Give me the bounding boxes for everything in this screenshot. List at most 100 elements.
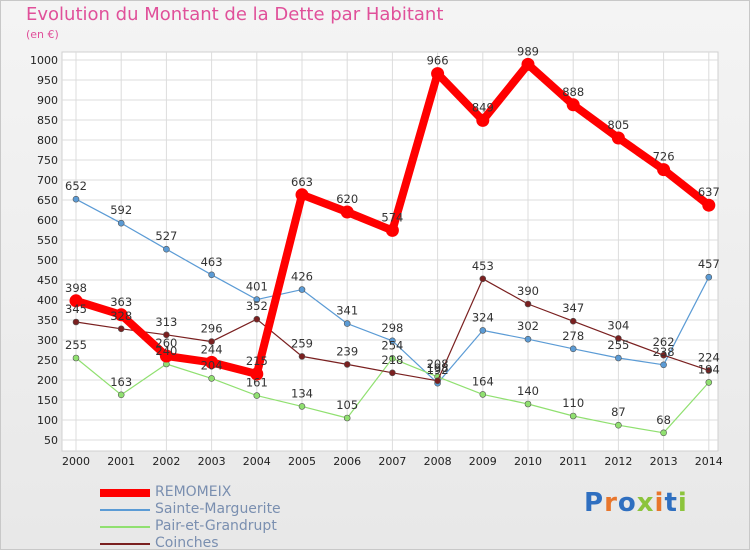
data-label: 218 [381,353,403,367]
data-point-sainte-marguerite [389,337,396,345]
data-point-sainte-marguerite [479,327,487,334]
data-point-coinches [117,325,125,333]
data-point-remomeix [385,223,399,237]
data-point-sainte-marguerite [524,335,532,343]
y-tick-label: 550 [37,234,58,247]
logo-letter: i [654,488,665,518]
data-point-pair-et-grandrupt [524,400,532,408]
data-point-sainte-marguerite [72,195,80,203]
data-label: 262 [653,335,675,349]
data-label: 341 [336,304,358,318]
chart-unit: (en €) [26,28,59,41]
data-label: 849 [472,100,494,114]
data-label: 238 [653,345,675,359]
x-tick-label: 2007 [378,455,406,468]
data-point-pair-et-grandrupt [117,391,125,399]
data-label: 989 [517,44,539,58]
data-label: 302 [517,319,539,333]
x-tick-label: 2014 [695,455,723,468]
data-point-sainte-marguerite [343,320,351,327]
data-label: 888 [562,85,584,99]
data-label: 426 [291,270,313,284]
data-point-remomeix [205,355,219,369]
data-point-remomeix [476,113,490,127]
data-point-sainte-marguerite [569,345,577,353]
data-point-coinches [298,353,306,360]
data-point-pair-et-grandrupt [343,414,351,422]
data-point-sainte-marguerite [253,296,261,303]
data-point-sainte-marguerite [705,273,713,281]
data-label: 363 [110,295,132,309]
data-label: 296 [201,322,223,336]
data-label: 726 [653,150,675,164]
logo-letter: r [604,488,618,518]
legend-swatch-pair-et-grandrupt [100,526,150,528]
x-tick-label: 2008 [424,455,452,468]
proxiti-logo: Proxiti [584,488,688,518]
data-point-sainte-marguerite [615,354,622,362]
y-tick-label: 250 [37,354,58,367]
data-label: 805 [607,118,629,132]
data-label: 328 [110,309,132,323]
data-label: 239 [336,344,358,358]
data-label: 105 [336,398,358,412]
data-point-sainte-marguerite [298,286,306,293]
data-label: 87 [611,405,626,419]
data-point-remomeix [611,131,625,145]
y-tick-label: 750 [37,154,58,167]
data-label: 110 [562,396,584,410]
data-label: 244 [201,342,223,356]
data-point-sainte-marguerite [208,271,215,279]
x-tick-label: 2004 [243,455,271,468]
y-tick-label: 450 [37,274,58,287]
data-label: 163 [110,375,132,389]
x-tick-label: 2010 [514,455,542,468]
data-label: 401 [246,280,268,294]
data-point-remomeix [521,57,535,71]
y-tick-label: 400 [37,294,58,307]
y-tick-label: 500 [37,254,58,267]
data-label: 398 [65,281,87,295]
x-tick-label: 2013 [650,455,678,468]
data-point-coinches [479,275,487,283]
data-label: 204 [201,358,223,372]
data-label: 278 [562,329,584,343]
data-label: 637 [698,185,720,199]
data-point-remomeix [431,67,445,81]
data-point-pair-et-grandrupt [705,379,713,386]
y-tick-label: 650 [37,194,58,207]
data-point-coinches [705,367,713,374]
data-label: 463 [201,255,223,269]
data-label: 345 [65,302,87,316]
data-label: 313 [155,315,177,329]
data-label: 260 [155,336,177,350]
data-label: 620 [336,192,358,206]
data-label: 652 [65,179,87,193]
data-label: 208 [427,357,449,371]
x-tick-label: 2006 [333,455,361,468]
data-label: 298 [381,321,403,335]
x-tick-label: 2003 [198,455,226,468]
data-label: 240 [155,344,177,358]
data-label: 453 [472,259,494,273]
data-point-pair-et-grandrupt [298,403,306,410]
data-label: 304 [607,318,629,332]
data-label: 164 [472,374,494,388]
logo-letter: o [617,488,637,518]
data-label: 215 [246,354,268,368]
data-point-remomeix [159,349,173,363]
data-point-pair-et-grandrupt [479,391,487,398]
data-point-pair-et-grandrupt [660,429,667,437]
y-tick-label: 1000 [30,54,58,67]
data-label: 254 [381,338,403,352]
data-point-sainte-marguerite [660,361,667,369]
legend-label-sainte-marguerite: Sainte-Marguerite [155,501,281,517]
data-label: 134 [291,386,313,400]
y-tick-label: 900 [37,94,58,107]
data-label: 966 [427,54,449,68]
data-label: 347 [562,301,584,315]
data-point-coinches [434,377,441,385]
data-point-pair-et-grandrupt [253,392,261,399]
legend-swatch-sainte-marguerite [100,509,150,511]
